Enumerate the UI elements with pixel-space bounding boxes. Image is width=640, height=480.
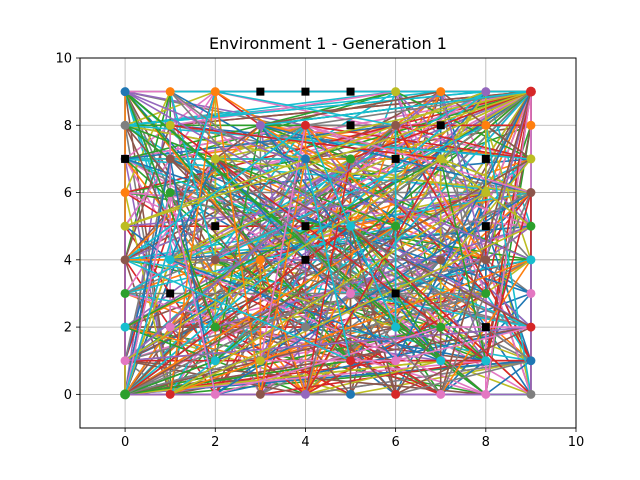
obstacle-marker <box>391 154 400 163</box>
waypoint-marker <box>210 154 220 164</box>
obstacle-marker <box>346 121 355 130</box>
plot-frame <box>79 57 577 429</box>
waypoint-marker <box>210 255 220 265</box>
goal-marker <box>525 86 536 97</box>
x-tick-label: 10 <box>568 435 585 450</box>
waypoint-marker <box>165 322 175 332</box>
waypoint-marker <box>165 120 175 130</box>
waypoint-marker <box>526 255 536 265</box>
waypoint-marker <box>210 87 220 97</box>
waypoint-marker <box>165 154 175 164</box>
waypoint-marker <box>481 288 491 298</box>
waypoint-marker <box>391 356 401 366</box>
obstacle-marker <box>256 87 265 96</box>
waypoint-marker <box>436 389 446 399</box>
waypoint-marker <box>300 154 310 164</box>
waypoint-marker <box>436 356 446 366</box>
waypoint-marker <box>120 188 130 198</box>
waypoint-marker <box>120 87 130 97</box>
waypoint-marker <box>120 221 130 231</box>
x-axis-ticks: 0 2 4 6 8 10 <box>121 428 584 450</box>
start-marker <box>120 389 131 400</box>
waypoint-marker <box>346 356 356 366</box>
waypoint-marker <box>210 322 220 332</box>
waypoint-marker <box>210 389 220 399</box>
waypoint-marker <box>526 322 536 332</box>
waypoint-marker <box>436 255 446 265</box>
waypoint-marker <box>391 221 401 231</box>
waypoint-marker <box>436 154 446 164</box>
obstacle-marker <box>346 87 355 96</box>
y-tick-label: 6 <box>64 186 72 201</box>
waypoint-marker <box>346 154 356 164</box>
waypoint-marker <box>300 322 310 332</box>
x-tick-label: 2 <box>211 435 219 450</box>
obstacle-marker <box>166 289 175 298</box>
waypoint-marker <box>300 389 310 399</box>
waypoint-marker <box>481 120 491 130</box>
waypoint-marker <box>165 255 175 265</box>
waypoint-marker <box>300 120 310 130</box>
waypoint-marker <box>120 356 130 366</box>
waypoint-marker <box>120 120 130 130</box>
x-tick-label: 8 <box>482 435 490 450</box>
obstacle-marker <box>436 121 445 130</box>
waypoint-marker <box>526 188 536 198</box>
obstacle-marker <box>211 222 220 231</box>
x-tick-label: 6 <box>391 435 399 450</box>
waypoint-marker <box>255 389 265 399</box>
obstacles-layer <box>121 87 490 332</box>
x-tick-label: 0 <box>121 435 129 450</box>
waypoint-marker <box>120 288 130 298</box>
waypoint-marker <box>526 221 536 231</box>
waypoint-marker <box>346 389 356 399</box>
y-tick-label: 8 <box>64 119 72 134</box>
waypoint-marker <box>436 322 446 332</box>
y-tick-label: 4 <box>64 253 72 268</box>
y-tick-label: 0 <box>64 388 72 403</box>
obstacle-marker <box>301 222 310 231</box>
waypoint-marker <box>481 87 491 97</box>
obstacle-marker <box>121 154 130 163</box>
waypoint-marker <box>481 389 491 399</box>
waypoint-marker <box>526 154 536 164</box>
obstacle-marker <box>391 289 400 298</box>
obstacle-marker <box>301 255 310 264</box>
obstacle-marker <box>481 154 490 163</box>
waypoint-marker <box>346 288 356 298</box>
y-tick-label: 2 <box>64 321 72 336</box>
waypoint-marker <box>391 87 401 97</box>
obstacle-marker <box>481 222 490 231</box>
waypoint-marker <box>526 120 536 130</box>
waypoint-marker <box>120 255 130 265</box>
obstacle-marker <box>301 87 310 96</box>
waypoint-marker <box>436 87 446 97</box>
waypoint-marker <box>165 87 175 97</box>
y-axis-ticks: 0 2 4 6 8 10 <box>55 52 80 403</box>
y-tick-label: 10 <box>55 52 72 67</box>
waypoint-marker <box>165 389 175 399</box>
chart-title: Environment 1 - Generation 1 <box>209 34 447 53</box>
path-line <box>124 90 531 395</box>
waypoint-marker <box>346 221 356 231</box>
waypoint-marker <box>255 255 265 265</box>
waypoint-marker <box>255 120 265 130</box>
waypoint-marker <box>255 356 265 366</box>
waypoint-marker <box>210 356 220 366</box>
waypoint-marker <box>391 389 401 399</box>
waypoint-marker <box>391 120 401 130</box>
waypoints-layer <box>120 86 536 400</box>
waypoint-marker <box>391 322 401 332</box>
waypoint-marker <box>526 356 536 366</box>
waypoint-marker <box>526 389 536 399</box>
x-tick-label: 4 <box>301 435 309 450</box>
waypoint-marker <box>120 322 130 332</box>
waypoint-marker <box>526 288 536 298</box>
waypoint-marker <box>481 188 491 198</box>
waypoint-marker <box>165 188 175 198</box>
waypoint-marker <box>481 356 491 366</box>
waypoint-marker <box>481 255 491 265</box>
obstacle-marker <box>481 323 490 332</box>
